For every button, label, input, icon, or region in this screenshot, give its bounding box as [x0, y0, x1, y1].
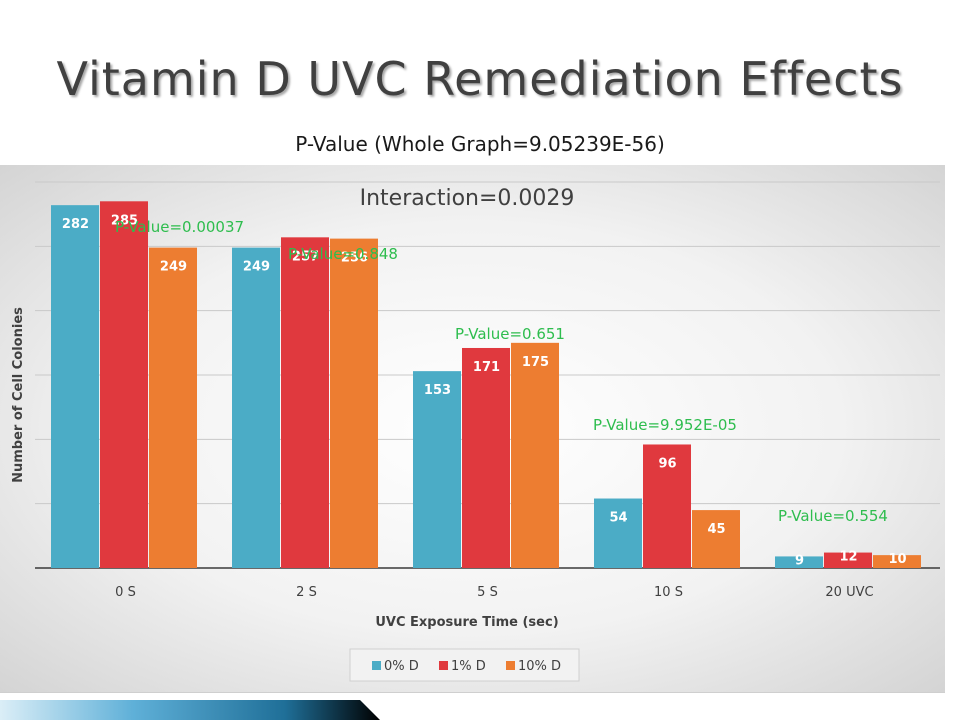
bar — [873, 555, 921, 568]
data-label: 257 — [292, 249, 319, 264]
data-label: 96 — [658, 456, 676, 471]
bar — [462, 347, 510, 568]
y-axis-label: Number of Cell Colonies — [11, 307, 26, 483]
chart-title: Interaction=0.0029 — [360, 186, 575, 211]
legend-label: 1% D — [451, 659, 486, 674]
data-label: 285 — [111, 213, 138, 228]
p-value-annotation: P-Value=9.952E-05 — [593, 416, 737, 434]
chart-panel: Interaction=0.0029 Number of Cell Colonie… — [0, 165, 945, 693]
data-label: 54 — [609, 511, 627, 526]
bar-chart: Interaction=0.0029 Number of Cell Colonie… — [11, 181, 940, 682]
bar — [330, 238, 378, 568]
bar — [692, 510, 740, 568]
data-label: 249 — [160, 260, 187, 275]
p-value-annotation: P-Value=0.00037 — [115, 218, 244, 236]
x-tick-label: 0 S — [115, 585, 136, 600]
bar — [232, 247, 280, 568]
x-axis-label: UVC Exposure Time (sec) — [375, 615, 558, 630]
bar — [594, 498, 642, 568]
bar — [51, 205, 99, 568]
data-label: 171 — [473, 360, 500, 375]
data-label: 12 — [839, 550, 857, 565]
data-label: 175 — [522, 355, 549, 370]
bar — [149, 247, 197, 568]
legend-label: 10% D — [518, 659, 561, 674]
bar — [511, 342, 559, 568]
data-label: 9 — [795, 553, 804, 568]
data-label: 282 — [62, 217, 89, 232]
data-label: 256 — [341, 251, 368, 266]
p-value-annotation: P-Value=0.848 — [288, 245, 398, 263]
x-tick-label: 10 S — [654, 585, 683, 600]
bar — [643, 444, 691, 568]
data-label: 153 — [424, 383, 451, 398]
bar — [824, 552, 872, 568]
slide-title: Vitamin D UVC Remediation Effects — [56, 52, 904, 106]
bar — [281, 237, 329, 568]
data-label: 45 — [707, 522, 725, 537]
bar — [413, 371, 461, 568]
legend-swatch — [372, 661, 381, 670]
data-label: 249 — [243, 260, 270, 275]
data-label: 10 — [888, 552, 906, 567]
legend-swatch — [506, 661, 515, 670]
slide-subtitle: P-Value (Whole Graph=9.05239E-56) — [295, 132, 665, 156]
bar — [100, 201, 148, 569]
legend-box — [349, 648, 580, 682]
legend-swatch — [439, 661, 448, 670]
bar — [775, 556, 823, 568]
x-tick-label: 20 UVC — [825, 585, 873, 600]
p-value-annotation: P-Value=0.651 — [455, 325, 565, 343]
x-tick-label: 5 S — [477, 585, 498, 600]
x-tick-label: 2 S — [296, 585, 317, 600]
legend-label: 0% D — [384, 659, 419, 674]
footer-decoration — [0, 700, 380, 720]
p-value-annotation: P-Value=0.554 — [778, 507, 888, 525]
